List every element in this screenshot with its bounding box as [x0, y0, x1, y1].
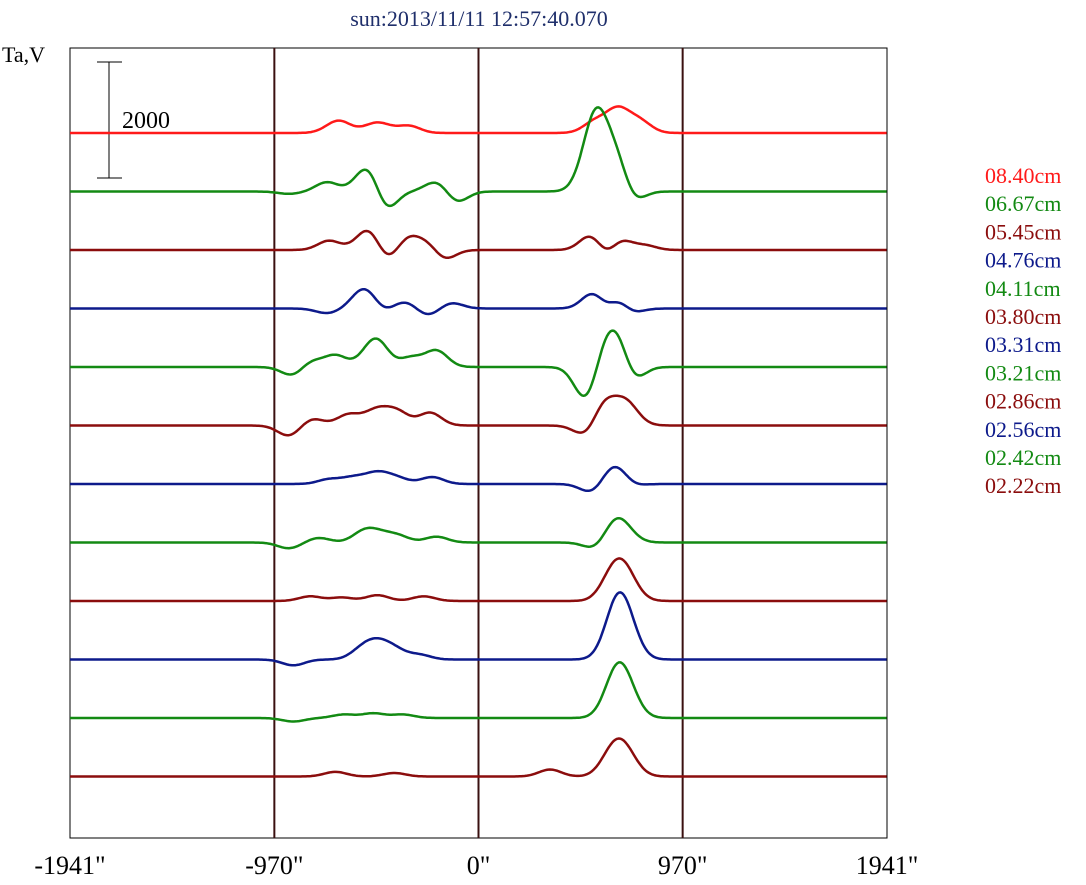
x-tick-labels: -1941" -970" 0" 970" 1941" [34, 851, 918, 880]
legend: 08.40cm 06.67cm 05.45cm 04.76cm 04.11cm 03.80… [985, 163, 1061, 498]
series-line-06.67cm [70, 106, 887, 208]
series-line-04.76cm [70, 287, 887, 316]
legend-entry: 03.21cm [985, 360, 1061, 385]
series-lines [70, 105, 887, 778]
legend-entry: 08.40cm [985, 163, 1061, 188]
series-line-02.56cm [70, 591, 887, 667]
legend-entry: 04.11cm [985, 276, 1061, 301]
legend-entry: 04.76cm [985, 248, 1061, 273]
series-line-02.42cm [70, 661, 887, 723]
scale-bar: 2000 [97, 61, 170, 179]
series-line-02.86cm [70, 557, 887, 603]
legend-entry: 02.22cm [985, 473, 1061, 498]
series-line-03.80cm [70, 394, 887, 437]
series-line-02.22cm [70, 737, 887, 778]
y-axis-label: Ta,V [2, 42, 45, 67]
x-tick-label: -970" [245, 851, 303, 880]
series-line-03.31cm [70, 465, 887, 493]
scale-bar-label: 2000 [122, 108, 170, 134]
x-tick-label: 1941" [856, 851, 919, 880]
legend-entry: 03.80cm [985, 304, 1061, 329]
x-tick-label: -1941" [34, 851, 105, 880]
series-line-08.40cm [70, 105, 887, 135]
legend-entry: 02.56cm [985, 417, 1061, 442]
x-tick-label: 0" [467, 851, 491, 880]
series-line-05.45cm [70, 229, 887, 260]
chart-title: sun:2013/11/11 12:57:40.070 [350, 6, 608, 31]
legend-entry: 03.31cm [985, 332, 1061, 357]
x-tick-label: 970" [658, 851, 708, 880]
vertical-lines [273, 48, 684, 838]
series-line-04.11cm [70, 329, 887, 398]
series-line-03.21cm [70, 516, 887, 550]
legend-entry: 06.67cm [985, 191, 1061, 216]
legend-entry: 05.45cm [985, 219, 1061, 244]
legend-entry: 02.86cm [985, 389, 1061, 414]
legend-entry: 02.42cm [985, 445, 1061, 470]
